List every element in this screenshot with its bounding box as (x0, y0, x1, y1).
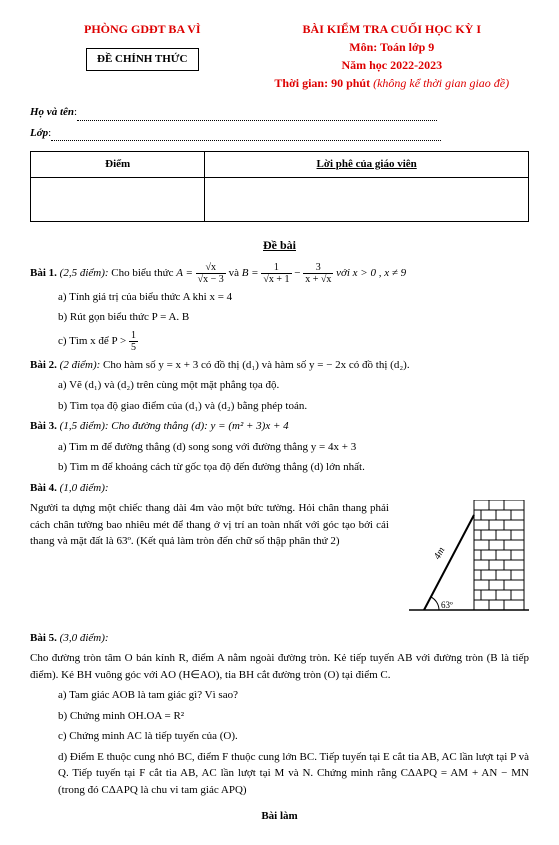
bai4-text: Người ta dựng một chiếc thang dài 4m vào… (30, 500, 399, 626)
frac-A: √x√x − 3 (196, 262, 226, 285)
name-row: Họ và tên: (30, 104, 529, 121)
bai4-figure: 4m 63º (399, 500, 529, 626)
bai4-body: Người ta dựng một chiếc thang dài 4m vào… (30, 500, 529, 626)
bai5-d: d) Điểm E thuộc cung nhỏ BC, điểm F thuộ… (30, 749, 529, 799)
score-cell (31, 177, 205, 221)
bai5-c: c) Chứng minh AC là tiếp tuyến của (O). (30, 728, 529, 745)
header-right: BÀI KIỂM TRA CUỐI HỌC KỲ I Môn: Toán lớp… (255, 20, 529, 92)
class-field (51, 140, 441, 141)
bai2-a: a) Vẽ (d₁) và (d₂) trên cùng một mặt phẳ… (30, 377, 529, 394)
bai5-title: Bài 5. (3,0 điểm): (30, 630, 529, 647)
exam-title: BÀI KIỂM TRA CUỐI HỌC KỲ I (255, 20, 529, 38)
duration: Thời gian: 90 phút (không kể thời gian g… (255, 74, 529, 92)
bai4-title: Bài 4. (1,0 điểm): (30, 480, 529, 497)
exam-page: PHÒNG GDĐT BA VÌ ĐỀ CHÍNH THỨC BÀI KIỂM … (0, 0, 559, 845)
bai5-intro: Cho đường tròn tâm O bán kính R, điểm A … (30, 650, 529, 683)
year: Năm học 2022-2023 (255, 56, 529, 74)
bai1-c: c) Tìm x để P > 15 (30, 330, 529, 353)
subject: Môn: Toán lớp 9 (255, 38, 529, 56)
bai1: Bài 1. (2,5 điểm): Cho biểu thức A = √x√… (30, 262, 529, 285)
frac-B2: 3x + √x (303, 262, 333, 285)
name-label: Họ và tên (30, 106, 74, 118)
bai-lam: Bài làm (30, 808, 529, 825)
score-header: Điểm (31, 152, 205, 178)
dept-name: PHÒNG GDĐT BA VÌ (30, 20, 255, 38)
comment-cell (205, 177, 529, 221)
name-field (77, 120, 437, 121)
bai5-a: a) Tam giác AOB là tam giác gì? Vì sao? (30, 687, 529, 704)
frac-1-5: 15 (129, 330, 138, 353)
ladder-length-label: 4m (432, 545, 447, 561)
official-label: ĐỀ CHÍNH THỨC (86, 48, 198, 71)
bai2-b: b) Tìm tọa độ giao điểm của (d₁) và (d₂)… (30, 398, 529, 415)
section-title: Đề bài (30, 236, 529, 254)
bai3-a: a) Tìm m để đường thẳng (d) song song vớ… (30, 439, 529, 456)
frac-B1: 1√x + 1 (261, 262, 291, 285)
ladder-wall-icon: 4m 63º (399, 500, 529, 620)
header: PHÒNG GDĐT BA VÌ ĐỀ CHÍNH THỨC BÀI KIỂM … (30, 20, 529, 92)
bai3: Bài 3. (1,5 điểm): Cho đường thẳng (d): … (30, 418, 529, 435)
bai3-b: b) Tìm m để khoảng cách từ gốc tọa độ đế… (30, 459, 529, 476)
bai5-b: b) Chứng minh OH.OA = R² (30, 708, 529, 725)
angle-label: 63º (441, 600, 453, 610)
teacher-comment-header: Lời phê của giáo viên (205, 152, 529, 178)
bai1-b: b) Rút gọn biểu thức P = A. B (30, 309, 529, 326)
class-label: Lớp (30, 127, 48, 139)
class-row: Lớp: (30, 125, 529, 142)
bai1-a: a) Tính giá trị của biểu thức A khi x = … (30, 289, 529, 306)
score-table: Điểm Lời phê của giáo viên (30, 151, 529, 222)
header-left: PHÒNG GDĐT BA VÌ ĐỀ CHÍNH THỨC (30, 20, 255, 92)
bai2: Bài 2. (2 điểm): Cho hàm số y = x + 3 có… (30, 357, 529, 374)
